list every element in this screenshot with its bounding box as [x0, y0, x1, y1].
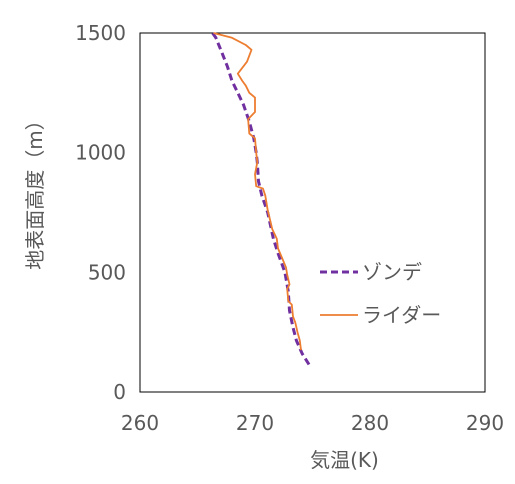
y-tick-label: 0 [113, 380, 126, 404]
x-tick-label: 280 [351, 411, 389, 435]
legend-label-1: ゾンデ [362, 260, 422, 284]
plot-area [139, 32, 486, 393]
legend-label-2: ライダー [362, 303, 441, 327]
y-tick-label: 1500 [75, 21, 126, 45]
series-line-1 [211, 32, 311, 366]
x-axis-ticks: 260 270 280 290 [121, 411, 504, 435]
y-axis-title: 地表面高度（m） [23, 110, 47, 269]
y-tick-label: 1000 [75, 141, 126, 165]
series-layer [211, 32, 311, 366]
y-tick-label: 500 [88, 260, 126, 284]
series-line-2 [213, 32, 302, 351]
x-tick-label: 260 [121, 411, 159, 435]
x-tick-label: 270 [236, 411, 274, 435]
x-axis-title: 気温(K) [310, 448, 379, 472]
x-tick-label: 290 [466, 411, 504, 435]
plot-frame [139, 32, 486, 393]
y-axis-ticks: 0 500 1000 1500 [75, 21, 126, 404]
